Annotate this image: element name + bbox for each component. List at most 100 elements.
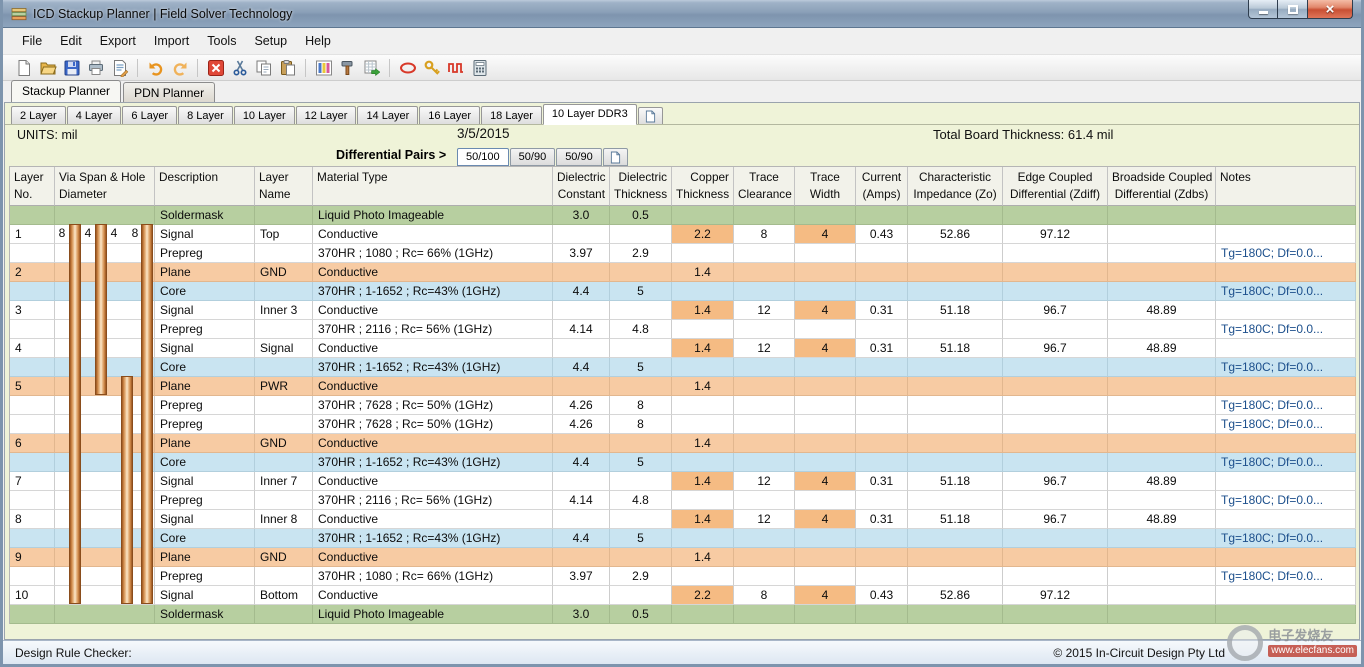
- cell-no[interactable]: [10, 453, 55, 472]
- cell-zdbs[interactable]: [1108, 567, 1216, 586]
- diff-pair-tab-2[interactable]: 50/90: [510, 148, 556, 166]
- cell-cur[interactable]: 0.43: [856, 586, 908, 605]
- cell-zdbs[interactable]: [1108, 605, 1216, 624]
- cell-cu[interactable]: 1.4: [672, 301, 734, 320]
- key-button[interactable]: [421, 57, 442, 78]
- cell-no[interactable]: [10, 282, 55, 301]
- cell-no[interactable]: 1: [10, 225, 55, 244]
- cell-zdiff[interactable]: [1003, 206, 1108, 225]
- cell-th[interactable]: 5: [610, 453, 672, 472]
- cell-cu[interactable]: [672, 396, 734, 415]
- stackup-row-4-plane[interactable]: 2PlaneGNDConductive1.4: [10, 263, 1356, 282]
- cell-th[interactable]: 0.5: [610, 605, 672, 624]
- cell-th[interactable]: [610, 339, 672, 358]
- cell-zdbs[interactable]: 48.89: [1108, 301, 1216, 320]
- waveform-button[interactable]: [445, 57, 466, 78]
- new-diff-pair-tab-button[interactable]: [603, 148, 628, 166]
- cell-zo[interactable]: [908, 529, 1003, 548]
- cell-desc[interactable]: Signal: [155, 472, 255, 491]
- cell-no[interactable]: 5: [10, 377, 55, 396]
- via-hole-diameter-2[interactable]: 4: [81, 224, 95, 243]
- cell-notes[interactable]: Tg=180C; Df=0.0...: [1216, 453, 1356, 472]
- paste-button[interactable]: [277, 57, 298, 78]
- cell-name[interactable]: [255, 282, 313, 301]
- cell-cur[interactable]: [856, 244, 908, 263]
- cell-name[interactable]: Bottom: [255, 586, 313, 605]
- cell-desc[interactable]: Core: [155, 358, 255, 377]
- cell-material[interactable]: Conductive: [313, 510, 553, 529]
- cell-desc[interactable]: Signal: [155, 586, 255, 605]
- cell-th[interactable]: 2.9: [610, 567, 672, 586]
- layer-tab-18-layer[interactable]: 18 Layer: [481, 106, 542, 124]
- cell-th[interactable]: [610, 510, 672, 529]
- stackup-row-14-core[interactable]: Core370HR ; 1-1652 ; Rc=43% (1GHz)4.45Tg…: [10, 453, 1356, 472]
- cell-name[interactable]: GND: [255, 434, 313, 453]
- cell-tw[interactable]: [795, 244, 856, 263]
- cell-no[interactable]: 4: [10, 339, 55, 358]
- cell-material[interactable]: 370HR ; 1-1652 ; Rc=43% (1GHz): [313, 282, 553, 301]
- cell-th[interactable]: [610, 434, 672, 453]
- cell-desc[interactable]: Plane: [155, 377, 255, 396]
- cell-th[interactable]: 5: [610, 282, 672, 301]
- cell-cu[interactable]: 1.4: [672, 472, 734, 491]
- cell-zdbs[interactable]: [1108, 586, 1216, 605]
- cell-th[interactable]: 8: [610, 415, 672, 434]
- cell-cur[interactable]: [856, 548, 908, 567]
- export-table-button[interactable]: [361, 57, 382, 78]
- print-button[interactable]: [85, 57, 106, 78]
- cell-material[interactable]: 370HR ; 1-1652 ; Rc=43% (1GHz): [313, 529, 553, 548]
- cell-zo[interactable]: [908, 548, 1003, 567]
- stackup-row-9-core[interactable]: Core370HR ; 1-1652 ; Rc=43% (1GHz)4.45Tg…: [10, 358, 1356, 377]
- cell-th[interactable]: 5: [610, 529, 672, 548]
- cell-zo[interactable]: [908, 320, 1003, 339]
- delete-button[interactable]: [205, 57, 226, 78]
- cell-cl[interactable]: 8: [734, 586, 795, 605]
- cell-tw[interactable]: 4: [795, 472, 856, 491]
- cell-tw[interactable]: [795, 491, 856, 510]
- cell-cl[interactable]: [734, 567, 795, 586]
- copy-button[interactable]: [253, 57, 274, 78]
- cell-name[interactable]: [255, 396, 313, 415]
- cell-cl[interactable]: [734, 434, 795, 453]
- cell-material[interactable]: 370HR ; 1-1652 ; Rc=43% (1GHz): [313, 453, 553, 472]
- layer-tab-16-layer[interactable]: 16 Layer: [419, 106, 480, 124]
- cell-zdbs[interactable]: [1108, 415, 1216, 434]
- cell-cur[interactable]: 0.43: [856, 225, 908, 244]
- cell-zdbs[interactable]: [1108, 491, 1216, 510]
- cell-no[interactable]: [10, 491, 55, 510]
- cell-notes[interactable]: [1216, 434, 1356, 453]
- cell-zdbs[interactable]: [1108, 225, 1216, 244]
- new-document-button[interactable]: [13, 57, 34, 78]
- cell-zdbs[interactable]: [1108, 358, 1216, 377]
- cell-zo[interactable]: 52.86: [908, 586, 1003, 605]
- cell-zdiff[interactable]: [1003, 377, 1108, 396]
- cell-th[interactable]: 8: [610, 396, 672, 415]
- cell-cu[interactable]: 1.4: [672, 510, 734, 529]
- cell-dk[interactable]: 4.14: [553, 320, 610, 339]
- cell-cu[interactable]: [672, 415, 734, 434]
- cell-desc[interactable]: Soldermask: [155, 206, 255, 225]
- cell-tw[interactable]: [795, 415, 856, 434]
- cell-desc[interactable]: Plane: [155, 434, 255, 453]
- cell-name[interactable]: [255, 491, 313, 510]
- cell-desc[interactable]: Prepreg: [155, 396, 255, 415]
- cell-cur[interactable]: [856, 529, 908, 548]
- cell-dk[interactable]: 4.26: [553, 396, 610, 415]
- cell-cl[interactable]: 12: [734, 472, 795, 491]
- cell-dk[interactable]: 4.14: [553, 491, 610, 510]
- stackup-row-5-core[interactable]: Core370HR ; 1-1652 ; Rc=43% (1GHz)4.45Tg…: [10, 282, 1356, 301]
- cell-tw[interactable]: [795, 567, 856, 586]
- cell-material[interactable]: Conductive: [313, 586, 553, 605]
- cell-material[interactable]: Conductive: [313, 339, 553, 358]
- cell-desc[interactable]: Core: [155, 453, 255, 472]
- diff-pair-tab-3[interactable]: 50/90: [556, 148, 602, 166]
- cell-zdbs[interactable]: [1108, 396, 1216, 415]
- cell-no[interactable]: 8: [10, 510, 55, 529]
- menu-item-setup[interactable]: Setup: [245, 30, 296, 52]
- cell-zo[interactable]: [908, 605, 1003, 624]
- cell-zo[interactable]: [908, 358, 1003, 377]
- cell-cur[interactable]: 0.31: [856, 339, 908, 358]
- cell-no[interactable]: [10, 206, 55, 225]
- cell-cu[interactable]: [672, 282, 734, 301]
- cell-zo[interactable]: [908, 282, 1003, 301]
